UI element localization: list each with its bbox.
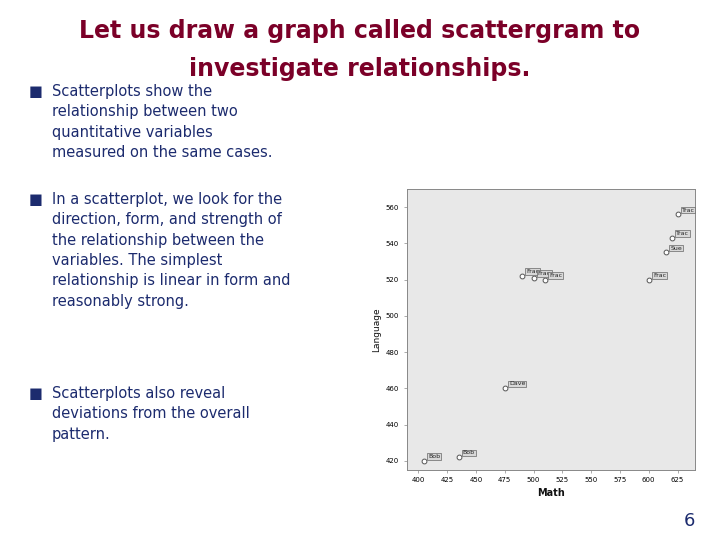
Point xyxy=(672,210,683,219)
Point xyxy=(660,248,672,256)
Text: Frac: Frac xyxy=(538,271,551,276)
Text: Frac: Frac xyxy=(526,269,539,274)
Text: ■: ■ xyxy=(29,84,42,99)
Point xyxy=(453,453,464,462)
Point xyxy=(539,275,551,284)
Text: Scatterplots also reveal
deviations from the overall
pattern.: Scatterplots also reveal deviations from… xyxy=(52,386,250,442)
Y-axis label: Language: Language xyxy=(373,307,382,352)
Text: Bob: Bob xyxy=(463,450,475,455)
X-axis label: Math: Math xyxy=(537,488,564,497)
Text: Frac: Frac xyxy=(653,273,666,278)
Text: Frac: Frac xyxy=(549,273,562,278)
Text: investigate relationships.: investigate relationships. xyxy=(189,57,531,80)
Text: Let us draw a graph called scattergram to: Let us draw a graph called scattergram t… xyxy=(79,19,641,43)
Point xyxy=(528,273,539,282)
Text: Trac: Trac xyxy=(682,207,695,213)
Text: In a scatterplot, we look for the
direction, form, and strength of
the relations: In a scatterplot, we look for the direct… xyxy=(52,192,290,309)
Point xyxy=(418,456,430,465)
Point xyxy=(643,275,654,284)
Point xyxy=(516,272,528,280)
Text: 6: 6 xyxy=(683,512,695,530)
Text: ■: ■ xyxy=(29,386,42,401)
Point xyxy=(666,234,678,242)
Text: Scatterplots show the
relationship between two
quantitative variables
measured o: Scatterplots show the relationship betwe… xyxy=(52,84,272,160)
Text: Bob: Bob xyxy=(428,454,441,459)
Text: ■: ■ xyxy=(29,192,42,207)
Point xyxy=(499,384,510,393)
Text: Dave: Dave xyxy=(509,381,526,387)
Text: Trac: Trac xyxy=(676,231,689,236)
Text: Sue: Sue xyxy=(670,246,682,251)
